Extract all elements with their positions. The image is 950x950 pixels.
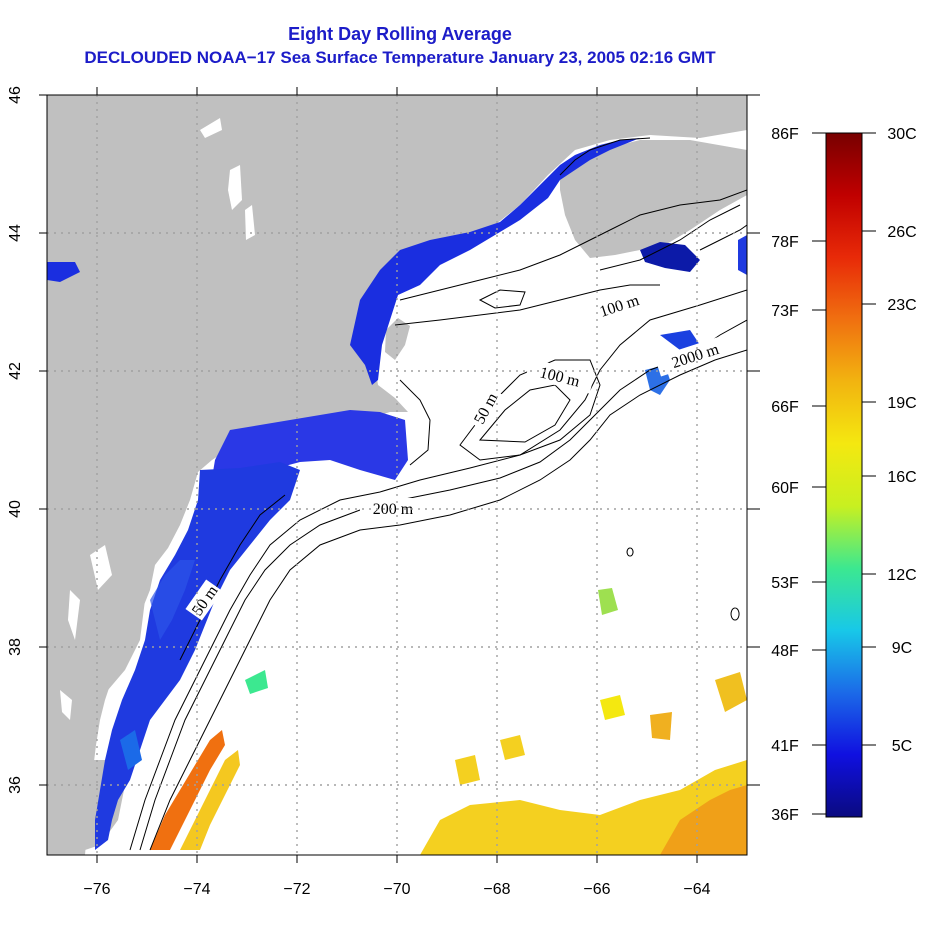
colorbar-celsius-ticks [862, 132, 876, 746]
sst-mid-atlantic-inner [150, 560, 195, 640]
lon-tick-labels: −76 −74 −72 −70 −68 −66 −64 [83, 881, 710, 898]
colorbar-label-c: 23C [887, 297, 916, 314]
colorbar-label-f: 41F [771, 738, 799, 755]
colorbar-label-c: 12C [887, 567, 916, 584]
lat-tick-label: 42 [7, 362, 24, 380]
colorbar-label-f: 60F [771, 480, 799, 497]
lat-tick-label: 46 [7, 86, 24, 104]
colorbar-label-f: 48F [771, 643, 799, 660]
lon-tick-label: −64 [683, 881, 710, 898]
sst-mid-atlantic-shelf [95, 462, 300, 850]
land-delmarva [95, 560, 145, 690]
colorbar-label-c: 30C [887, 126, 916, 143]
sst-hatteras-inner [120, 730, 142, 770]
contour-small-1 [730, 607, 740, 621]
colorbar-celsius-labels: 30C 26C 23C 19C 16C 12C 9C 5C [887, 126, 916, 755]
contour-scotian-shelf [599, 204, 741, 271]
contour-50m [179, 494, 286, 661]
sst-southern-new-england [212, 410, 408, 480]
map-panel: 100 m 2000 m 100 m 50 m 200 m 50 m [47, 95, 747, 855]
sst-patch-d [650, 712, 672, 740]
colorbar-fahrenheit-labels: 86F 78F 73F 66F 60F 53F 48F 41F 36F [771, 126, 799, 824]
lat-tick-label: 40 [7, 500, 24, 518]
contour-label-backgrounds [185, 285, 736, 621]
sst-warm-water [150, 588, 747, 855]
contour-100m [129, 289, 747, 851]
colorbar-label-c: 5C [892, 738, 912, 755]
contour-label-200m: 200 m [373, 501, 414, 518]
colorbar-label-c: 26C [887, 224, 916, 241]
contour-georges-inner [478, 384, 571, 443]
contour-georges-bank [459, 359, 601, 461]
sst-patch-c [600, 695, 625, 720]
sst-shelf-edge-east [660, 330, 700, 350]
chart-subtitle: DECLOUDED NOAA−17 Sea Surface Temperatur… [84, 48, 716, 67]
colorbar-label-f: 66F [771, 399, 799, 416]
contour-nova-scotia [559, 137, 651, 176]
colorbar-label-f: 73F [771, 303, 799, 320]
colorbar-label-c: 19C [887, 395, 916, 412]
sst-gulf-of-maine-shelf [350, 138, 640, 385]
colorbar-fahrenheit-ticks [812, 132, 826, 815]
sst-patch-g [500, 735, 525, 760]
contour-small-2 [626, 547, 634, 557]
sst-coast-west-edge [47, 262, 80, 282]
colorbar-label-f: 78F [771, 234, 799, 251]
lat-tick-label: 36 [7, 776, 24, 794]
sst-cold-water [47, 138, 747, 850]
chart-title: Eight Day Rolling Average [288, 24, 512, 44]
colorbar-label-f: 36F [771, 807, 799, 824]
colorbar-label-f: 53F [771, 575, 799, 592]
inland-water [60, 118, 255, 720]
lat-tick-label: 44 [7, 224, 24, 242]
colorbar-label-c: 16C [887, 469, 916, 486]
lat-tick-labels: 36 38 40 42 44 46 [7, 86, 24, 794]
contour-gulf-of-maine-2 [394, 284, 660, 326]
contour-cape-cod-bay [399, 379, 431, 466]
colorbar [825, 132, 863, 818]
contour-2000m [149, 349, 747, 851]
lat-tick-label: 38 [7, 638, 24, 656]
sst-gulf-stream-edge [180, 750, 240, 850]
lon-tick-label: −76 [83, 881, 110, 898]
contour-scotian-inner [699, 224, 747, 251]
lon-tick-label: −68 [483, 881, 510, 898]
land-cape-cod [385, 318, 410, 360]
sst-scotian-patch [738, 235, 747, 275]
sst-patch-b [715, 672, 747, 712]
sst-patch-a [455, 755, 480, 785]
sst-southeast-hot [660, 785, 747, 855]
land-nova-scotia [560, 140, 747, 258]
lon-tick-label: −72 [283, 881, 310, 898]
lon-tick-label: −66 [583, 881, 610, 898]
colorbar-label-f: 86F [771, 126, 799, 143]
lon-tick-label: −70 [383, 881, 410, 898]
axis-ticks [39, 87, 760, 863]
contour-gulf-of-maine [399, 189, 747, 301]
graticule [47, 95, 747, 855]
lon-tick-label: −74 [183, 881, 210, 898]
colorbar-label-c: 9C [892, 640, 912, 657]
sst-southeast-field [420, 760, 747, 855]
sst-gulf-stream-core [150, 730, 225, 850]
land-mainland [47, 95, 747, 855]
sst-patch-e [245, 670, 268, 694]
sst-nova-scotia-shelf [640, 242, 700, 272]
sst-patch-f [598, 588, 618, 615]
